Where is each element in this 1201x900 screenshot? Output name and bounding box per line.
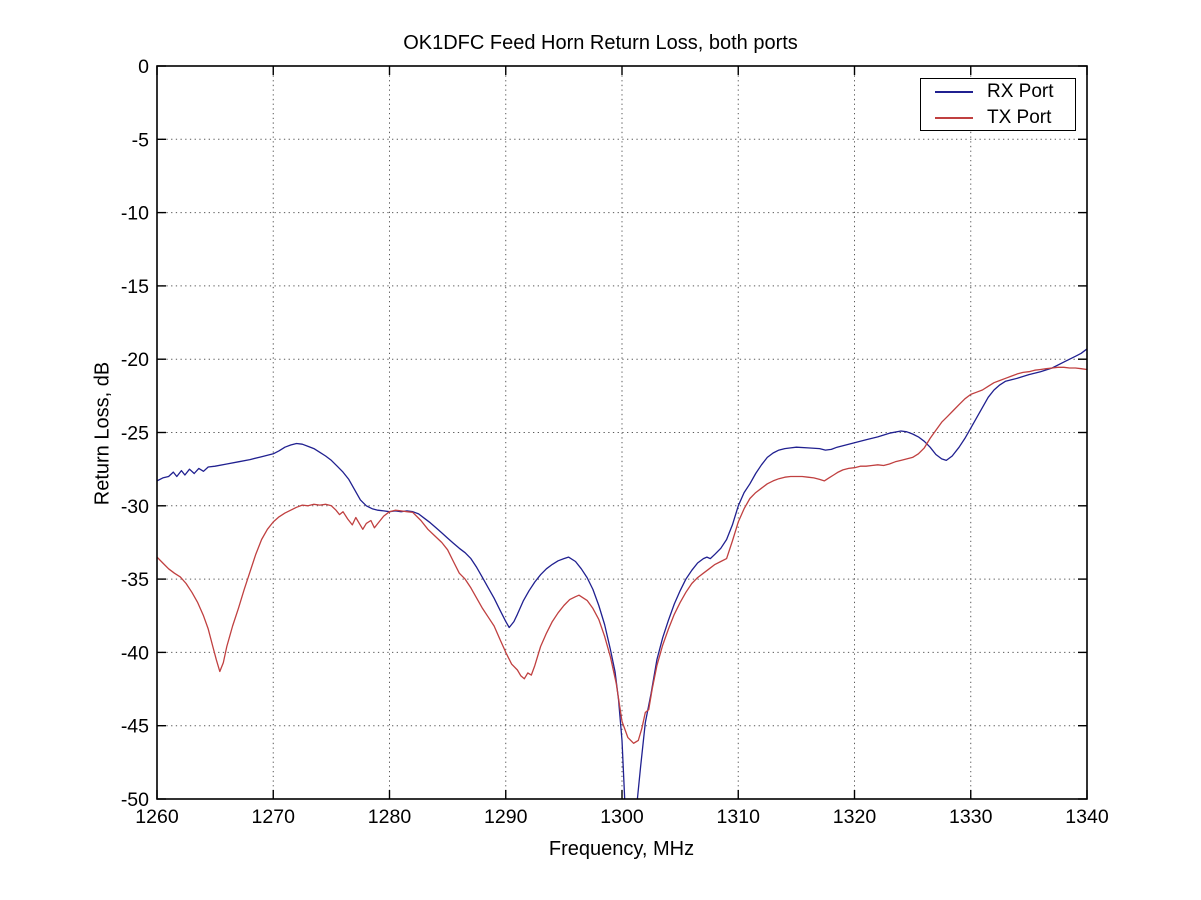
y-tick-label: -45 [121, 716, 149, 738]
legend-label-tx: TX Port [987, 107, 1052, 128]
chart-title: OK1DFC Feed Horn Return Loss, both ports [403, 32, 798, 54]
x-tick-label: 1270 [252, 806, 296, 828]
x-tick-label: 1320 [833, 806, 877, 828]
y-tick-label: -15 [121, 276, 149, 298]
axes-layer [156, 65, 1088, 800]
y-tick-label: -20 [121, 349, 149, 371]
x-tick-label: 1340 [1065, 806, 1109, 828]
tick-label-layer: 1260 1270 1280 1290 1300 1310 1320 1330 1340 0 -5 -… [121, 56, 1109, 828]
x-tick-label: 1330 [949, 806, 993, 828]
y-tick-label: -5 [132, 129, 149, 151]
curve-tx-port [157, 366, 1087, 744]
grid-layer [157, 66, 1087, 799]
x-axis-label: Frequency, MHz [548, 838, 695, 860]
x-tick-label: 1290 [484, 806, 528, 828]
x-tick-label: 1280 [368, 806, 412, 828]
legend-item-rx: RX Port [921, 80, 1075, 103]
x-tick-label: 1310 [717, 806, 761, 828]
y-tick-label: 0 [138, 56, 149, 78]
y-tick-label: -25 [121, 423, 149, 445]
y-tick-label: -35 [121, 569, 149, 591]
y-tick-label: -40 [121, 642, 149, 664]
tx-line-sample [935, 116, 973, 119]
legend: RX Port TX Port [920, 78, 1076, 131]
y-axis-label: Return Loss, dB [91, 361, 114, 506]
x-tick-label: 1300 [600, 806, 644, 828]
y-tick-label: -10 [121, 203, 149, 225]
curve-layer [157, 348, 1087, 799]
legend-label-rx: RX Port [987, 81, 1054, 102]
legend-item-tx: TX Port [921, 106, 1075, 129]
x-tick-label: 1260 [135, 806, 179, 828]
curve-rx-port [157, 348, 1087, 799]
y-tick-label: -50 [121, 789, 149, 811]
y-tick-label: -30 [121, 496, 149, 518]
rx-line-sample [935, 90, 973, 93]
